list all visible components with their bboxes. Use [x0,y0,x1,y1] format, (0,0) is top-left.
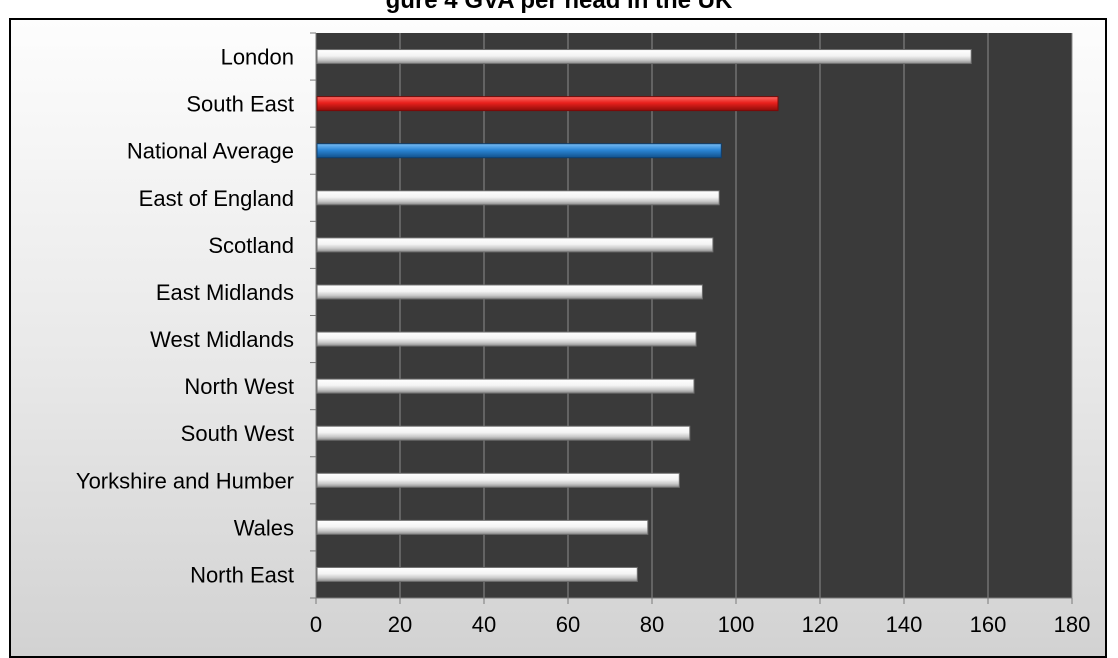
x-tick-label: 80 [640,612,664,637]
bar-west-midlands[interactable] [316,331,697,347]
plot-area [316,33,1072,598]
bar-east-midlands[interactable] [316,284,703,300]
x-tick-label: 140 [886,612,923,637]
category-label: National Average [127,139,294,164]
category-label: East of England [139,186,294,211]
category-label: South East [186,92,294,117]
bar-north-east[interactable] [316,566,638,582]
x-tick-label: 20 [388,612,412,637]
x-tick-label: 60 [556,612,580,637]
category-label: Wales [234,515,294,540]
bar-south-west[interactable] [316,425,691,441]
bar-national-average[interactable] [316,143,722,159]
bar-south-east[interactable] [316,96,779,112]
bar-yorkshire-and-humber[interactable] [316,472,680,488]
bar-north-west[interactable] [316,378,695,394]
bar-scotland[interactable] [316,237,714,253]
bar-east-of-england[interactable] [316,190,720,206]
chart-title: gure 4 GVA per head in the UK [385,0,733,14]
category-label: North East [190,562,294,587]
x-tick-label: 180 [1054,612,1091,637]
category-label: North West [184,374,294,399]
category-label: London [221,45,294,70]
x-tick-label: 160 [970,612,1007,637]
category-label: South West [181,421,294,446]
x-tick-label: 0 [310,612,322,637]
x-tick-label: 120 [802,612,839,637]
category-label: West Midlands [150,327,294,352]
x-tick-label: 100 [718,612,755,637]
bar-wales[interactable] [316,519,649,535]
x-tick-label: 40 [472,612,496,637]
category-label: Yorkshire and Humber [76,468,294,493]
bar-london[interactable] [316,49,972,65]
category-label: East Midlands [156,280,294,305]
category-label: Scotland [208,233,294,258]
